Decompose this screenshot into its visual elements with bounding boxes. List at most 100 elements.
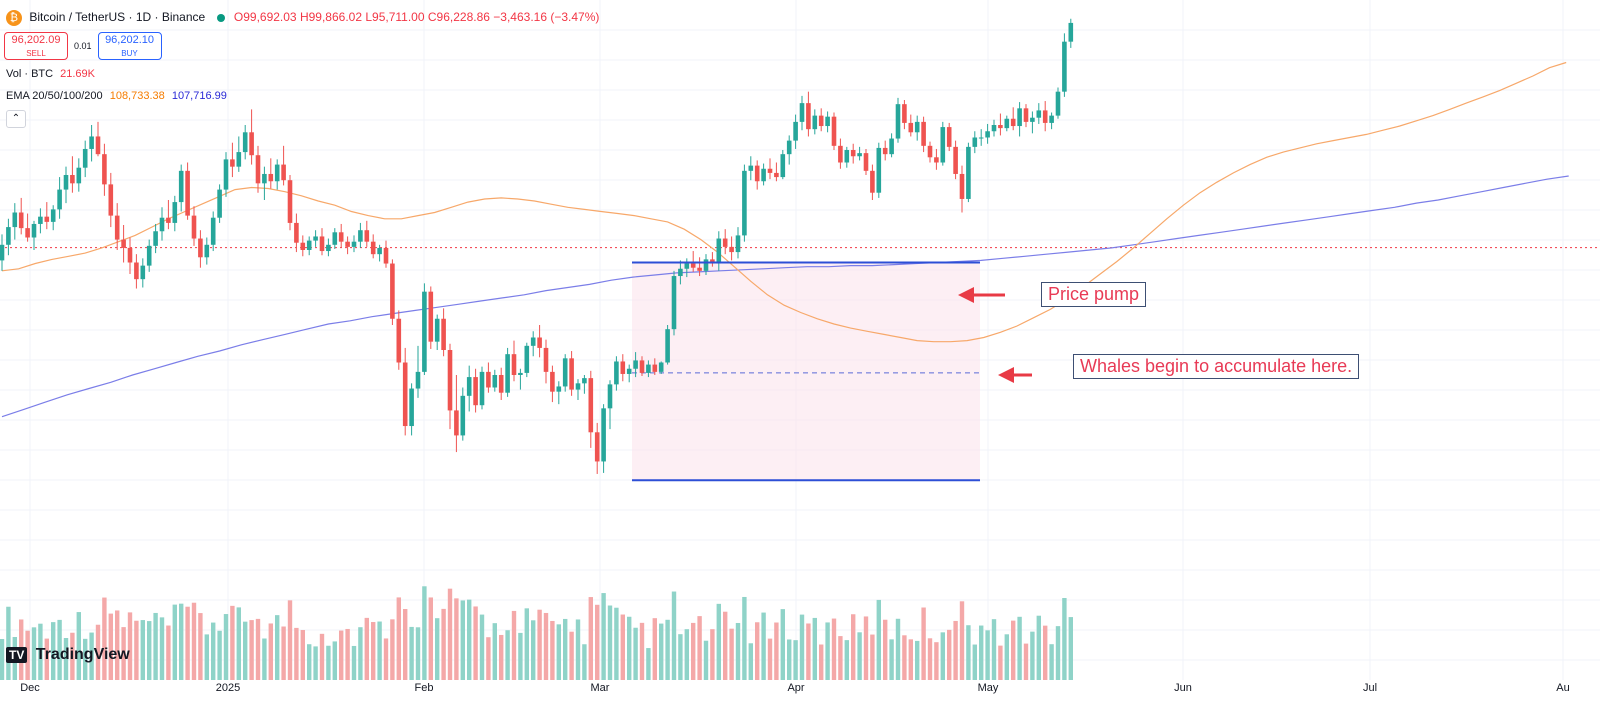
candle-body bbox=[806, 103, 811, 130]
candle-body bbox=[473, 377, 478, 406]
volume-bar bbox=[665, 619, 670, 680]
volume-bar bbox=[428, 597, 433, 680]
volume-bar bbox=[287, 600, 293, 680]
volume-bar bbox=[563, 618, 568, 680]
candle-body bbox=[569, 358, 574, 390]
candle-body bbox=[364, 230, 370, 242]
volume-bar bbox=[620, 614, 625, 680]
volume-bar bbox=[543, 612, 549, 680]
candle-body bbox=[146, 245, 152, 266]
candle-body bbox=[313, 236, 318, 241]
volume-bar bbox=[326, 645, 331, 680]
symbol-title[interactable]: Bitcoin / TetherUS · 1D · Binance bbox=[29, 10, 206, 25]
candle-body bbox=[370, 241, 376, 255]
volume-bar bbox=[806, 623, 811, 680]
candle-body bbox=[498, 375, 504, 393]
candle-body bbox=[127, 247, 133, 263]
candle-body bbox=[178, 170, 184, 203]
candle-body bbox=[44, 216, 50, 222]
candle-body bbox=[351, 241, 357, 247]
volume-bar bbox=[403, 609, 408, 680]
whales-label: Whales begin to accumulate here. bbox=[1073, 354, 1360, 379]
volume-bar bbox=[748, 643, 753, 680]
candle-body bbox=[946, 127, 952, 147]
volume-bar bbox=[940, 632, 945, 680]
volume-bar bbox=[716, 603, 721, 680]
candle-body bbox=[556, 386, 562, 392]
volume-bar bbox=[703, 640, 709, 680]
volume-bar bbox=[633, 627, 638, 680]
candle-body bbox=[1049, 115, 1054, 123]
candle-body bbox=[742, 170, 747, 236]
volume-bar bbox=[979, 625, 984, 680]
x-tick-label: 2025 bbox=[216, 682, 240, 694]
volume-bar bbox=[281, 626, 286, 680]
volume-bar bbox=[1030, 631, 1035, 680]
volume-bar bbox=[38, 623, 43, 680]
candle-body bbox=[441, 318, 446, 350]
volume-bar bbox=[825, 622, 830, 680]
volume-bar bbox=[364, 617, 369, 680]
candle-body bbox=[159, 217, 165, 232]
volume-bar bbox=[735, 622, 741, 680]
candle-body bbox=[658, 362, 664, 372]
volume-bar bbox=[166, 625, 171, 680]
buy-price: 96,202.10 bbox=[105, 34, 154, 46]
candle-body bbox=[722, 238, 728, 247]
volume-bar bbox=[947, 629, 952, 680]
collapse-legend-button[interactable]: ⌃ bbox=[6, 110, 26, 128]
volume-bar bbox=[844, 640, 849, 680]
volume-bar bbox=[755, 622, 760, 680]
candle-body bbox=[57, 189, 62, 210]
ema-legend[interactable]: EMA 20/50/100/200 108,733.38 107,716.99 bbox=[6, 90, 227, 102]
candle-body bbox=[63, 175, 69, 190]
buy-button[interactable]: 96,202.10 BUY bbox=[97, 32, 162, 60]
candle-body bbox=[934, 157, 939, 163]
candle-body bbox=[108, 184, 114, 216]
tradingview-logo[interactable]: TV TradingView bbox=[6, 646, 130, 664]
volume-bar bbox=[799, 614, 805, 680]
volume-bar bbox=[275, 615, 280, 680]
volume-bar bbox=[991, 619, 997, 680]
candle-body bbox=[210, 217, 216, 245]
candle-body bbox=[953, 146, 958, 174]
candle-body bbox=[274, 164, 280, 182]
candle-body bbox=[281, 164, 286, 181]
candle-body bbox=[1004, 118, 1010, 129]
bitcoin-icon: ₿ bbox=[6, 10, 22, 26]
candle-body bbox=[895, 104, 901, 139]
volume-bar bbox=[415, 627, 421, 680]
volume-bar bbox=[396, 597, 401, 680]
volume-bar bbox=[697, 616, 702, 680]
candle-body bbox=[825, 116, 830, 127]
volume-bar bbox=[134, 620, 139, 680]
sell-button[interactable]: 96,202.09 SELL bbox=[4, 32, 68, 60]
volume-bar bbox=[0, 639, 5, 680]
candle-body bbox=[588, 378, 594, 433]
candle-body bbox=[287, 180, 293, 223]
candle-body bbox=[185, 170, 190, 216]
volume-bar bbox=[902, 635, 907, 680]
candle-body bbox=[543, 347, 549, 372]
volume-bar bbox=[492, 623, 497, 680]
volume-bar bbox=[313, 646, 318, 680]
volume-bar bbox=[1023, 643, 1029, 680]
volume-bar bbox=[44, 638, 49, 680]
volume-bar bbox=[838, 636, 843, 680]
candle-body bbox=[524, 345, 530, 373]
volume-bar bbox=[774, 622, 779, 680]
candle-body bbox=[940, 127, 946, 163]
volume-bar bbox=[767, 638, 773, 680]
volume-bar bbox=[537, 609, 542, 680]
candle-body bbox=[620, 361, 626, 374]
volume-bar bbox=[467, 599, 472, 680]
volume-bar bbox=[1049, 644, 1054, 680]
volume-bar bbox=[671, 591, 677, 680]
candle-body bbox=[607, 384, 613, 409]
candle-body bbox=[530, 337, 536, 346]
candle-body bbox=[217, 189, 222, 218]
candle-body bbox=[428, 291, 434, 342]
volume-legend[interactable]: Vol · BTC 21.69K bbox=[6, 68, 95, 80]
